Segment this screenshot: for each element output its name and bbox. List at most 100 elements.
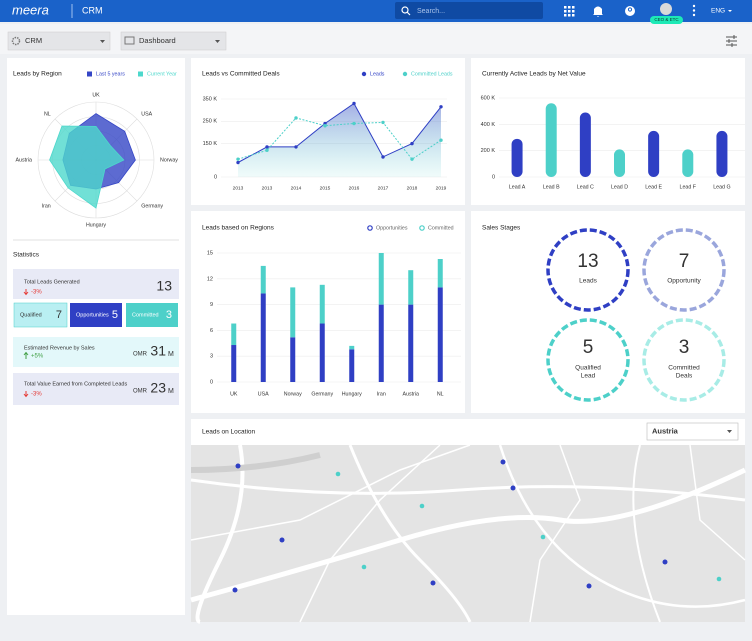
x-tick-label: USA: [258, 391, 269, 397]
dashboard-icon: [124, 36, 135, 45]
up-arrow: [23, 351, 29, 359]
bar-segment: [231, 323, 237, 346]
x-tick-label: UK: [230, 391, 238, 397]
stat-label: Total Value Earned from Completed Leads: [24, 381, 127, 387]
x-tick-label: Norway: [284, 391, 302, 397]
line-point: [236, 157, 240, 161]
breakdown-label: Committed: [132, 312, 159, 318]
bar: [511, 138, 523, 177]
stat-label: Total Leads Generated: [24, 279, 80, 285]
unit: M: [168, 388, 174, 395]
bar-segment: [437, 259, 443, 288]
y-tick-label: 200 K: [481, 148, 496, 154]
bar: [579, 112, 591, 177]
x-tick-label: Lead F: [680, 184, 697, 190]
x-tick-label: Austria: [403, 391, 420, 397]
bar: [648, 130, 660, 177]
view-label: Dashboard: [139, 36, 176, 45]
bar-segment: [231, 345, 237, 382]
y-tick-label: 3: [210, 354, 213, 360]
more-icon[interactable]: [692, 4, 696, 17]
legend-swatch: [367, 225, 373, 231]
x-tick-label: Lead E: [645, 184, 662, 190]
card-title: Leads on Location: [202, 429, 256, 436]
x-tick-label: Lead D: [611, 184, 628, 190]
y-tick-label: 350 K: [203, 96, 218, 102]
bar-segment: [408, 270, 414, 305]
language[interactable]: ENG: [711, 8, 725, 15]
search-box[interactable]: [395, 2, 543, 19]
stat-value: 31: [150, 343, 166, 359]
stage-label: Qualified: [575, 365, 601, 372]
legend-swatch: [138, 71, 143, 77]
stat-change: -3%: [31, 392, 42, 398]
stage-ring: [642, 228, 726, 312]
view-select[interactable]: [120, 31, 227, 51]
bell-icon[interactable]: [593, 6, 603, 18]
bar-segment: [437, 287, 443, 382]
card: [471, 211, 745, 413]
line-point: [439, 105, 443, 109]
stat-change: +5%: [31, 354, 44, 360]
line-point: [381, 120, 385, 125]
line-point: [352, 121, 356, 126]
x-tick-label: NL: [437, 391, 444, 397]
line-point: [265, 148, 269, 152]
country: Austria: [652, 426, 679, 435]
breakdown-label: Opportunities: [76, 312, 109, 318]
filter-icon[interactable]: [726, 35, 737, 47]
line-point: [352, 101, 356, 106]
stage-label: Leads: [579, 278, 597, 285]
x-tick-label: 2018: [407, 185, 418, 191]
legend-label: Leads: [370, 71, 385, 77]
country-select[interactable]: [646, 422, 739, 441]
legend-label: Committed Leads: [411, 71, 453, 77]
stat-label: Estimated Revenue by Sales: [24, 345, 95, 351]
x-tick-label: 2019: [436, 185, 447, 191]
bar-segment: [319, 323, 325, 382]
x-tick-label: 2013: [233, 185, 244, 191]
section-title: Statistics: [13, 252, 40, 259]
map: [191, 445, 745, 622]
y-tick-label: 12: [207, 276, 213, 282]
x-tick-label: 2013: [262, 185, 273, 191]
avatar[interactable]: [660, 3, 672, 15]
map-markers[interactable]: [232, 459, 722, 593]
bar-segment: [319, 284, 325, 324]
stage-label: Lead: [581, 373, 596, 380]
stat-value: 13: [156, 278, 172, 294]
x-tick-label: 2017: [378, 185, 389, 191]
y-tick-label: 6: [210, 328, 213, 334]
module-select[interactable]: [7, 31, 111, 51]
y-tick-label: 250 K: [203, 119, 218, 125]
stage-ring: [546, 228, 630, 312]
caret: [727, 430, 732, 433]
axis-label: Hungary: [86, 222, 106, 228]
y-tick-label: 150 K: [203, 141, 218, 147]
line-point: [236, 160, 240, 165]
x-tick-label: Hungary: [342, 391, 362, 397]
bar: [682, 149, 694, 177]
module-label: CRM: [25, 36, 42, 45]
down-arrow: [23, 391, 29, 398]
line-area: [238, 103, 441, 177]
legend-label: Opportunities: [376, 225, 408, 231]
line-point: [265, 145, 269, 149]
caret: [215, 40, 220, 43]
legend-label: Last 5 years: [96, 71, 125, 77]
bar-segment: [260, 265, 266, 294]
chart-title: Leads vs Committed Deals: [202, 71, 280, 78]
axis-label: Norway: [160, 157, 178, 163]
axis-label: Germany: [141, 203, 163, 209]
apps-icon[interactable]: [564, 6, 575, 17]
axis-label: Iran: [42, 203, 51, 209]
x-tick-label: 2014: [291, 185, 302, 191]
x-tick-label: Lead B: [543, 184, 560, 190]
line-point: [294, 116, 298, 120]
map-roads: [190, 444, 747, 624]
unit: M: [168, 351, 174, 358]
stage-ring: [546, 318, 630, 402]
down-arrow: [23, 289, 29, 296]
bar-segment: [349, 345, 355, 350]
